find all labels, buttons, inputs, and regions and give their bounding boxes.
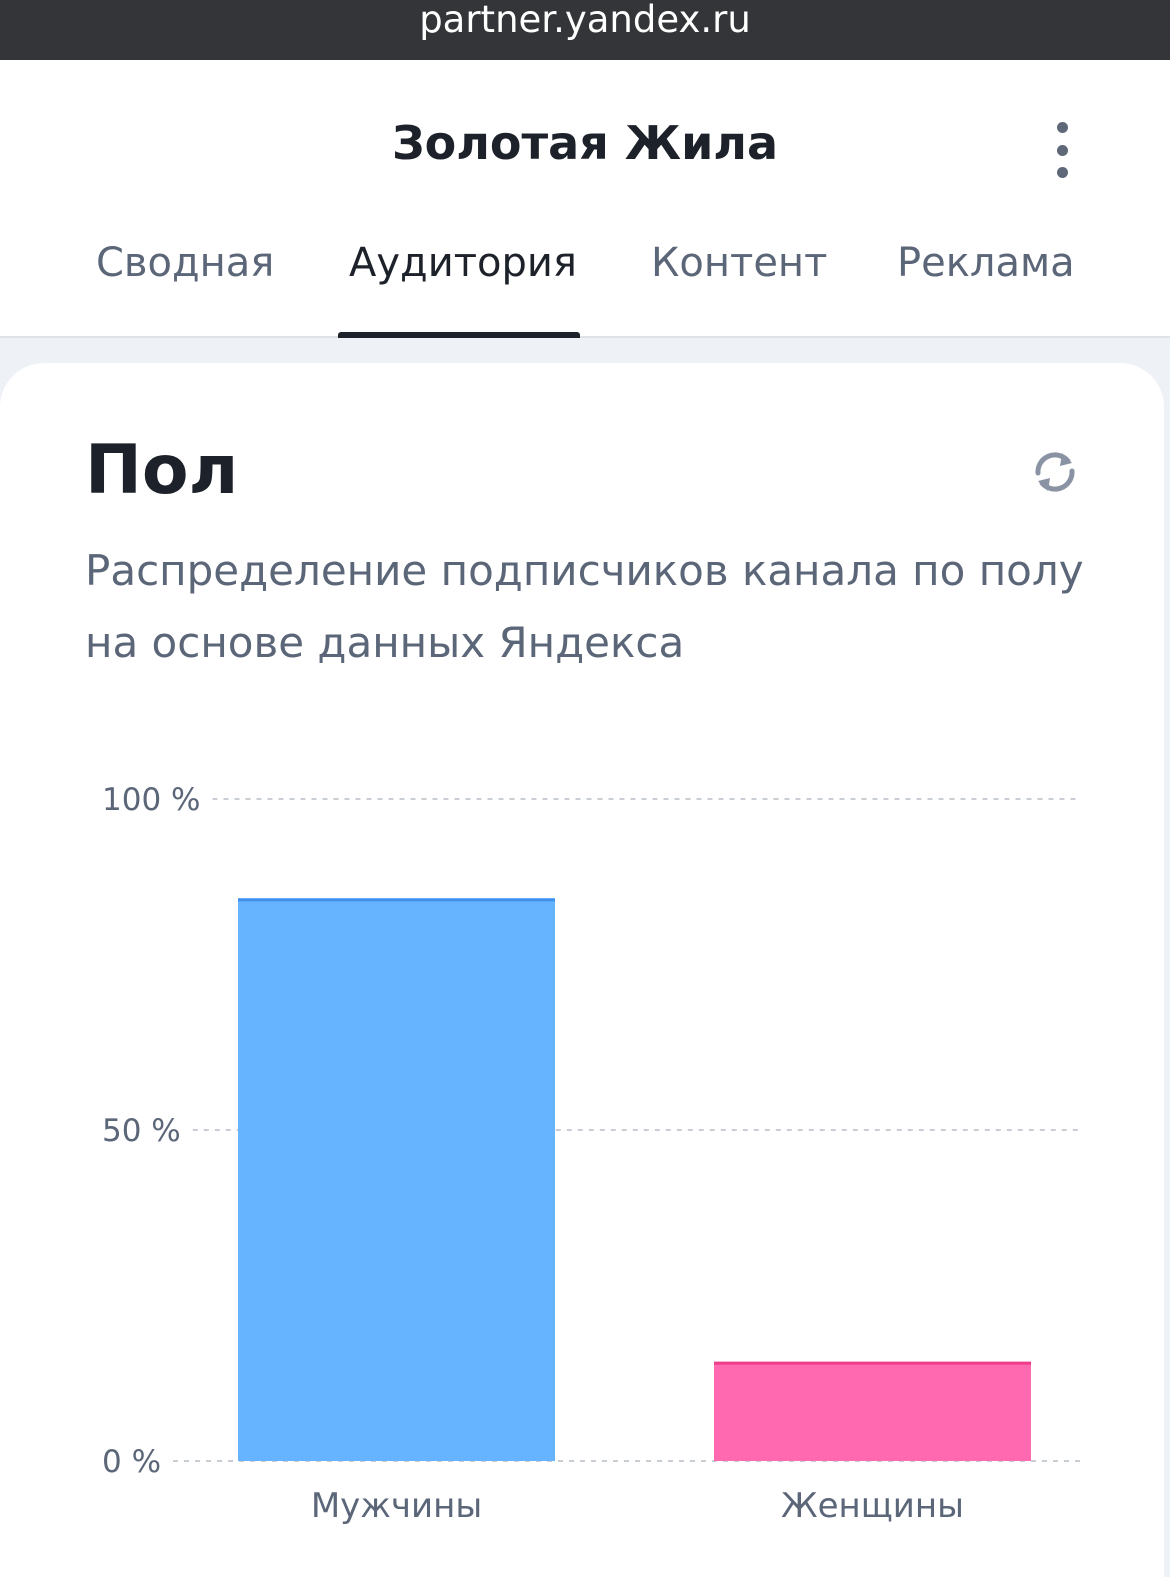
tab-ads[interactable]: Реклама bbox=[897, 240, 1075, 286]
gender-card: Пол Распределение подписчиков канала по … bbox=[0, 363, 1164, 1577]
card-title: Пол bbox=[85, 431, 239, 510]
tab-content[interactable]: Контент bbox=[651, 240, 828, 286]
bar-top-edge bbox=[238, 898, 555, 902]
gender-bar-chart: 0 % 50 % 100 % Мужчины Женщины bbox=[0, 700, 1170, 1577]
browser-url-bar[interactable]: partner.yandex.ru bbox=[0, 0, 1170, 60]
tab-audience[interactable]: Аудитория bbox=[349, 240, 577, 286]
x-category-label: Мужчины bbox=[311, 1486, 482, 1526]
bar-women[interactable] bbox=[714, 1361, 1031, 1461]
active-tab-indicator bbox=[338, 332, 580, 338]
bar-top-edge bbox=[714, 1361, 1031, 1365]
x-category-label: Женщины bbox=[781, 1486, 964, 1526]
y-tick-label: 50 % bbox=[102, 1113, 181, 1149]
channel-title: Золотая Жила bbox=[391, 116, 779, 170]
card-description: Распределение подписчиков канала по полу… bbox=[85, 546, 1084, 667]
bar-men[interactable] bbox=[238, 898, 555, 1461]
kebab-menu-icon[interactable] bbox=[1044, 120, 1080, 180]
y-tick-label: 0 % bbox=[102, 1444, 161, 1480]
url-text: partner.yandex.ru bbox=[419, 0, 751, 41]
channel-header: Золотая Жила Сводная Аудитория Контент Р… bbox=[0, 60, 1170, 338]
tab-summary[interactable]: Сводная bbox=[96, 240, 275, 286]
y-tick-label: 100 % bbox=[102, 782, 200, 818]
refresh-icon[interactable] bbox=[1030, 447, 1080, 497]
chart-canvas: 0 % 50 % 100 % Мужчины Женщины bbox=[102, 782, 1080, 1526]
